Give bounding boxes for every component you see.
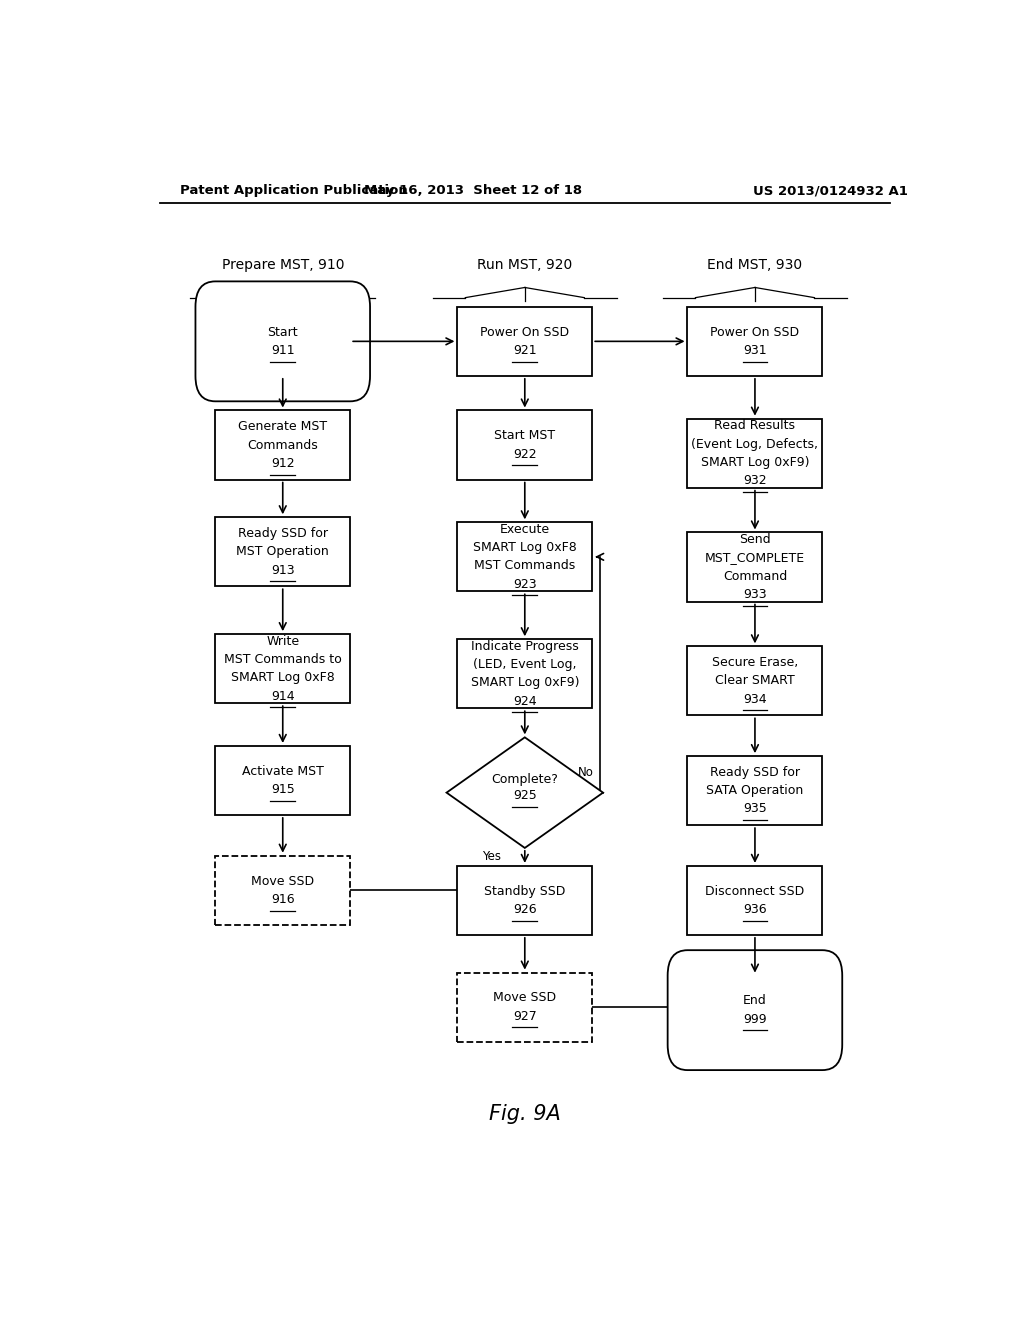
Text: 936: 936 [743, 903, 767, 916]
Text: Power On SSD: Power On SSD [480, 326, 569, 339]
FancyBboxPatch shape [687, 756, 822, 825]
Text: Start: Start [267, 326, 298, 339]
Text: 927: 927 [513, 1010, 537, 1023]
FancyBboxPatch shape [687, 866, 822, 935]
FancyBboxPatch shape [687, 306, 822, 376]
Text: MST Commands to: MST Commands to [224, 653, 342, 667]
FancyBboxPatch shape [215, 634, 350, 704]
Text: Read Results: Read Results [715, 420, 796, 432]
Text: Ready SSD for: Ready SSD for [710, 766, 800, 779]
Text: 912: 912 [271, 457, 295, 470]
Text: Ready SSD for: Ready SSD for [238, 527, 328, 540]
Text: MST_COMPLETE: MST_COMPLETE [705, 552, 805, 565]
Text: 913: 913 [271, 564, 295, 577]
FancyBboxPatch shape [458, 523, 592, 591]
Text: 924: 924 [513, 694, 537, 708]
Text: Fig. 9A: Fig. 9A [488, 1104, 561, 1123]
FancyBboxPatch shape [458, 306, 592, 376]
Text: 915: 915 [271, 783, 295, 796]
Polygon shape [446, 738, 603, 847]
Text: Clear SMART: Clear SMART [715, 675, 795, 688]
Text: Power On SSD: Power On SSD [711, 326, 800, 339]
Text: 916: 916 [271, 892, 295, 906]
FancyBboxPatch shape [687, 647, 822, 715]
Text: Start MST: Start MST [495, 429, 555, 442]
Text: 935: 935 [743, 803, 767, 816]
FancyBboxPatch shape [458, 639, 592, 709]
Text: MST Commands: MST Commands [474, 560, 575, 573]
FancyBboxPatch shape [687, 532, 822, 602]
FancyBboxPatch shape [458, 973, 592, 1041]
Text: 931: 931 [743, 345, 767, 356]
Text: 921: 921 [513, 345, 537, 356]
Text: 926: 926 [513, 903, 537, 916]
Text: SMART Log 0xF9): SMART Log 0xF9) [700, 455, 809, 469]
Text: Run MST, 920: Run MST, 920 [477, 259, 572, 272]
Text: End: End [743, 994, 767, 1007]
Text: Execute: Execute [500, 523, 550, 536]
Text: Disconnect SSD: Disconnect SSD [706, 884, 805, 898]
Text: SMART Log 0xF8: SMART Log 0xF8 [473, 541, 577, 554]
Text: (Event Log, Defects,: (Event Log, Defects, [691, 437, 818, 450]
Text: Command: Command [723, 570, 787, 582]
Text: Generate MST: Generate MST [239, 420, 328, 433]
Text: 923: 923 [513, 578, 537, 591]
Text: 934: 934 [743, 693, 767, 706]
Text: No: No [578, 767, 594, 779]
Text: 911: 911 [271, 345, 295, 356]
Text: SATA Operation: SATA Operation [707, 784, 804, 797]
Text: Prepare MST, 910: Prepare MST, 910 [221, 259, 344, 272]
Text: SMART Log 0xF8: SMART Log 0xF8 [230, 672, 335, 684]
Text: End MST, 930: End MST, 930 [708, 259, 803, 272]
Text: 925: 925 [513, 789, 537, 803]
Text: Complete?: Complete? [492, 774, 558, 785]
Text: Write: Write [266, 635, 299, 648]
FancyBboxPatch shape [668, 950, 843, 1071]
Text: Activate MST: Activate MST [242, 764, 324, 777]
Text: SMART Log 0xF9): SMART Log 0xF9) [471, 676, 579, 689]
FancyBboxPatch shape [196, 281, 370, 401]
Text: Indicate Progress: Indicate Progress [471, 640, 579, 653]
Text: May 16, 2013  Sheet 12 of 18: May 16, 2013 Sheet 12 of 18 [365, 185, 583, 198]
Text: 922: 922 [513, 447, 537, 461]
Text: US 2013/0124932 A1: US 2013/0124932 A1 [753, 185, 907, 198]
FancyBboxPatch shape [215, 855, 350, 925]
Text: 933: 933 [743, 587, 767, 601]
Text: Move SSD: Move SSD [251, 875, 314, 887]
FancyBboxPatch shape [215, 411, 350, 479]
FancyBboxPatch shape [215, 746, 350, 814]
Text: Standby SSD: Standby SSD [484, 884, 565, 898]
Text: Patent Application Publication: Patent Application Publication [179, 185, 408, 198]
Text: MST Operation: MST Operation [237, 545, 329, 558]
Text: 932: 932 [743, 474, 767, 487]
FancyBboxPatch shape [458, 866, 592, 935]
FancyBboxPatch shape [687, 418, 822, 487]
Text: 999: 999 [743, 1012, 767, 1026]
FancyBboxPatch shape [458, 411, 592, 479]
Text: (LED, Event Log,: (LED, Event Log, [473, 659, 577, 671]
Text: Commands: Commands [248, 438, 318, 451]
Text: Secure Erase,: Secure Erase, [712, 656, 798, 669]
Text: Yes: Yes [482, 850, 501, 863]
FancyBboxPatch shape [215, 517, 350, 586]
Text: Send: Send [739, 533, 771, 546]
Text: Move SSD: Move SSD [494, 991, 556, 1005]
Text: 914: 914 [271, 689, 295, 702]
